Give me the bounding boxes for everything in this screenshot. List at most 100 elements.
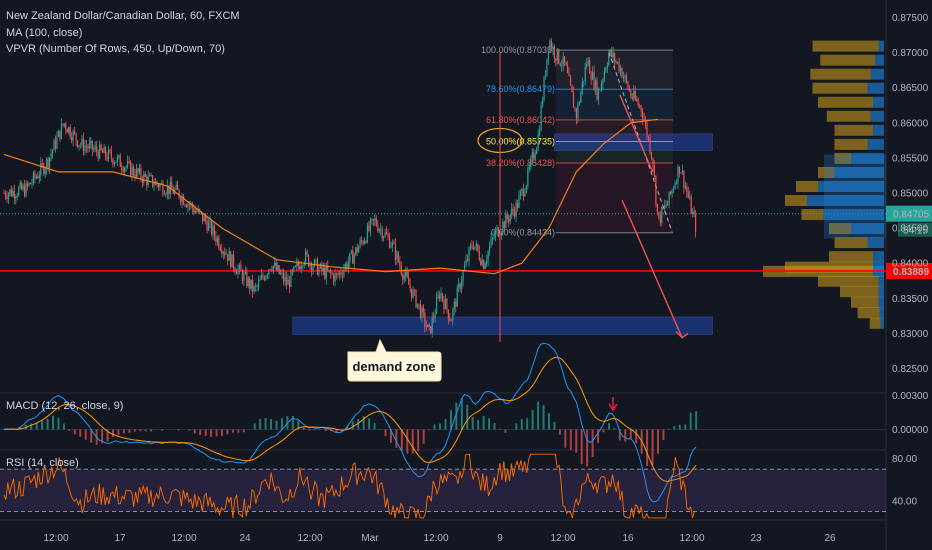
time-tick-label: 12:00 [679,533,704,544]
candle-body [282,272,285,282]
candle-body [37,176,39,179]
rsi-legend: RSI (14, close) [6,457,79,469]
candle-body [416,303,419,308]
candle-body [659,214,661,223]
candle-body [202,212,204,222]
candle-body [431,317,433,334]
candle-body [496,227,498,231]
candle-body [456,287,458,307]
macd-histogram-bar [150,429,153,432]
candle-body [399,261,401,267]
candle-body [178,189,180,198]
candle-body [544,75,547,77]
candle-body [643,119,645,121]
vp-bar-up [875,54,884,66]
candle-body [135,168,138,178]
candle-body [358,246,360,253]
vp-bar-down [810,68,871,80]
candle-body [187,204,189,208]
vp-bar-up [867,82,884,94]
candle-body [368,225,370,231]
candle-body [181,196,183,203]
ma-100-line [3,118,659,275]
macd-histogram-bar [35,422,38,430]
candle-body [230,251,232,268]
macd-histogram-bar [144,429,147,432]
candle-body [628,88,630,91]
candle-body [113,162,115,165]
vp-bar-down [834,152,851,164]
demand-zone-label: demand zone [352,359,435,374]
candle-body [402,274,404,280]
macd-histogram-bar [498,428,501,430]
candle-body [614,53,616,63]
candle-body [569,76,572,85]
candle-body [505,213,507,229]
candle-body [349,253,351,263]
candle-body [481,260,483,266]
macd-histogram-bar [30,423,33,430]
candle-body [97,151,99,159]
candle-body [269,269,271,271]
vp-bar-up [867,138,884,150]
candle-body [266,274,268,276]
candle-body [24,185,26,197]
macd-histogram-bar [537,401,540,430]
candle-body [533,152,535,159]
candle-body [260,275,263,280]
macd-histogram-bar [226,429,229,435]
vp-bar-down [820,54,876,66]
macd-histogram-bar [188,429,191,431]
candle-body [494,230,497,237]
candle-body [334,273,336,282]
candle-body [137,168,139,173]
candle-body [221,250,223,254]
candle-body [484,263,486,269]
vp-bar-down [796,180,818,192]
candle-body [285,277,288,285]
time-tick-label: 23 [750,533,762,544]
candle-body [79,144,82,146]
candle-body [390,245,392,248]
candle-body [104,146,107,157]
candle-body [681,170,683,173]
candle-body [589,59,591,74]
macd-histogram-bar [411,429,414,454]
candle-body [458,283,460,288]
macd-histogram-bar [607,423,610,430]
candle-body [244,271,246,274]
macd-histogram-bar [291,416,294,430]
candle-body [603,71,605,80]
candle-body [119,155,121,167]
vp-value-area [824,154,886,239]
candle-body [437,294,439,298]
candle-body [106,156,108,160]
macd-histogram-bar [520,419,523,430]
candle-body [493,236,495,238]
candle-body [177,185,179,190]
candle-body [408,276,410,285]
macd-histogram-bar [253,423,256,430]
candle-body [387,234,389,237]
candle-body [271,269,273,271]
rsi-band-fill [0,469,886,512]
candle-body [325,266,327,279]
candlestick-series [3,38,697,338]
macd-histogram-bar [259,418,262,430]
macd-histogram-bar [449,409,452,430]
vp-bar-up [873,96,884,108]
candle-body [327,266,329,271]
candle-body [127,161,129,167]
vp-bar-down [869,317,881,329]
candle-body [680,172,682,174]
candle-body [34,172,36,178]
candle-body [491,237,494,239]
candle-body [59,130,61,139]
candle-body [249,278,251,289]
candle-body [365,241,367,243]
candle-body [328,270,330,271]
candle-body [403,275,405,280]
legend: New Zealand Dollar/Canadian Dollar, 60, … [6,10,240,469]
macd-histogram-bar [684,424,687,430]
